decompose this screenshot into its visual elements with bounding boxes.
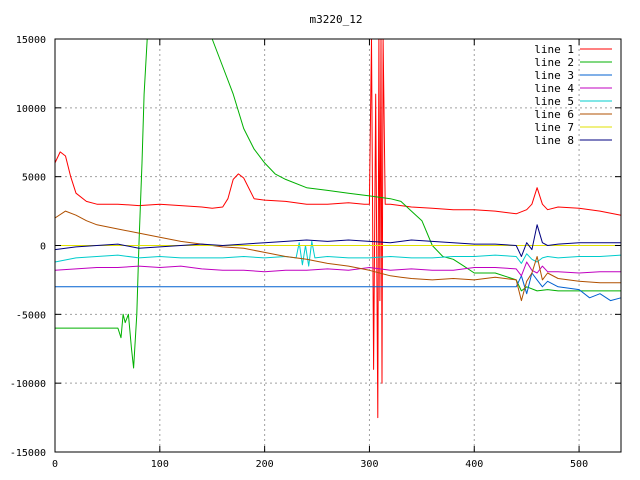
series-layer (54, 38, 622, 419)
chart-title: m3220_12 (310, 13, 363, 26)
series-line-1 (54, 38, 622, 419)
axes: 0 100 200 300 400 500 -15000 -10000 -5000 0 5000 10… (10, 35, 621, 470)
x-tick-label: 200 (256, 459, 274, 470)
legend-label: line 7 (534, 121, 574, 134)
legend-label: line 3 (534, 69, 574, 82)
series-line-3 (55, 272, 622, 302)
x-tick-label: 300 (360, 459, 378, 470)
y-tick-label: 15000 (16, 35, 46, 46)
legend-label: line 2 (534, 56, 574, 69)
legend-label: line 6 (534, 108, 574, 121)
y-tick-label: -10000 (10, 379, 46, 390)
x-tick-label: 100 (151, 459, 169, 470)
y-tick-label: 0 (40, 242, 46, 253)
x-tick-label: 500 (570, 459, 588, 470)
series-line-4 (54, 261, 621, 277)
legend-label: line 5 (534, 95, 574, 108)
legend-label: line 1 (534, 43, 574, 56)
legend-label: line 4 (534, 82, 574, 95)
series-line-8 (54, 224, 621, 257)
legend-label: line 8 (534, 134, 574, 147)
x-tick-label: 0 (52, 459, 58, 470)
y-tick-label: -15000 (10, 448, 46, 459)
y-tick-label: -5000 (16, 310, 46, 321)
y-tick-label: 5000 (22, 173, 46, 184)
y-tick-label: 10000 (16, 104, 46, 115)
series-line-6 (54, 210, 621, 302)
x-tick-label: 400 (465, 459, 483, 470)
